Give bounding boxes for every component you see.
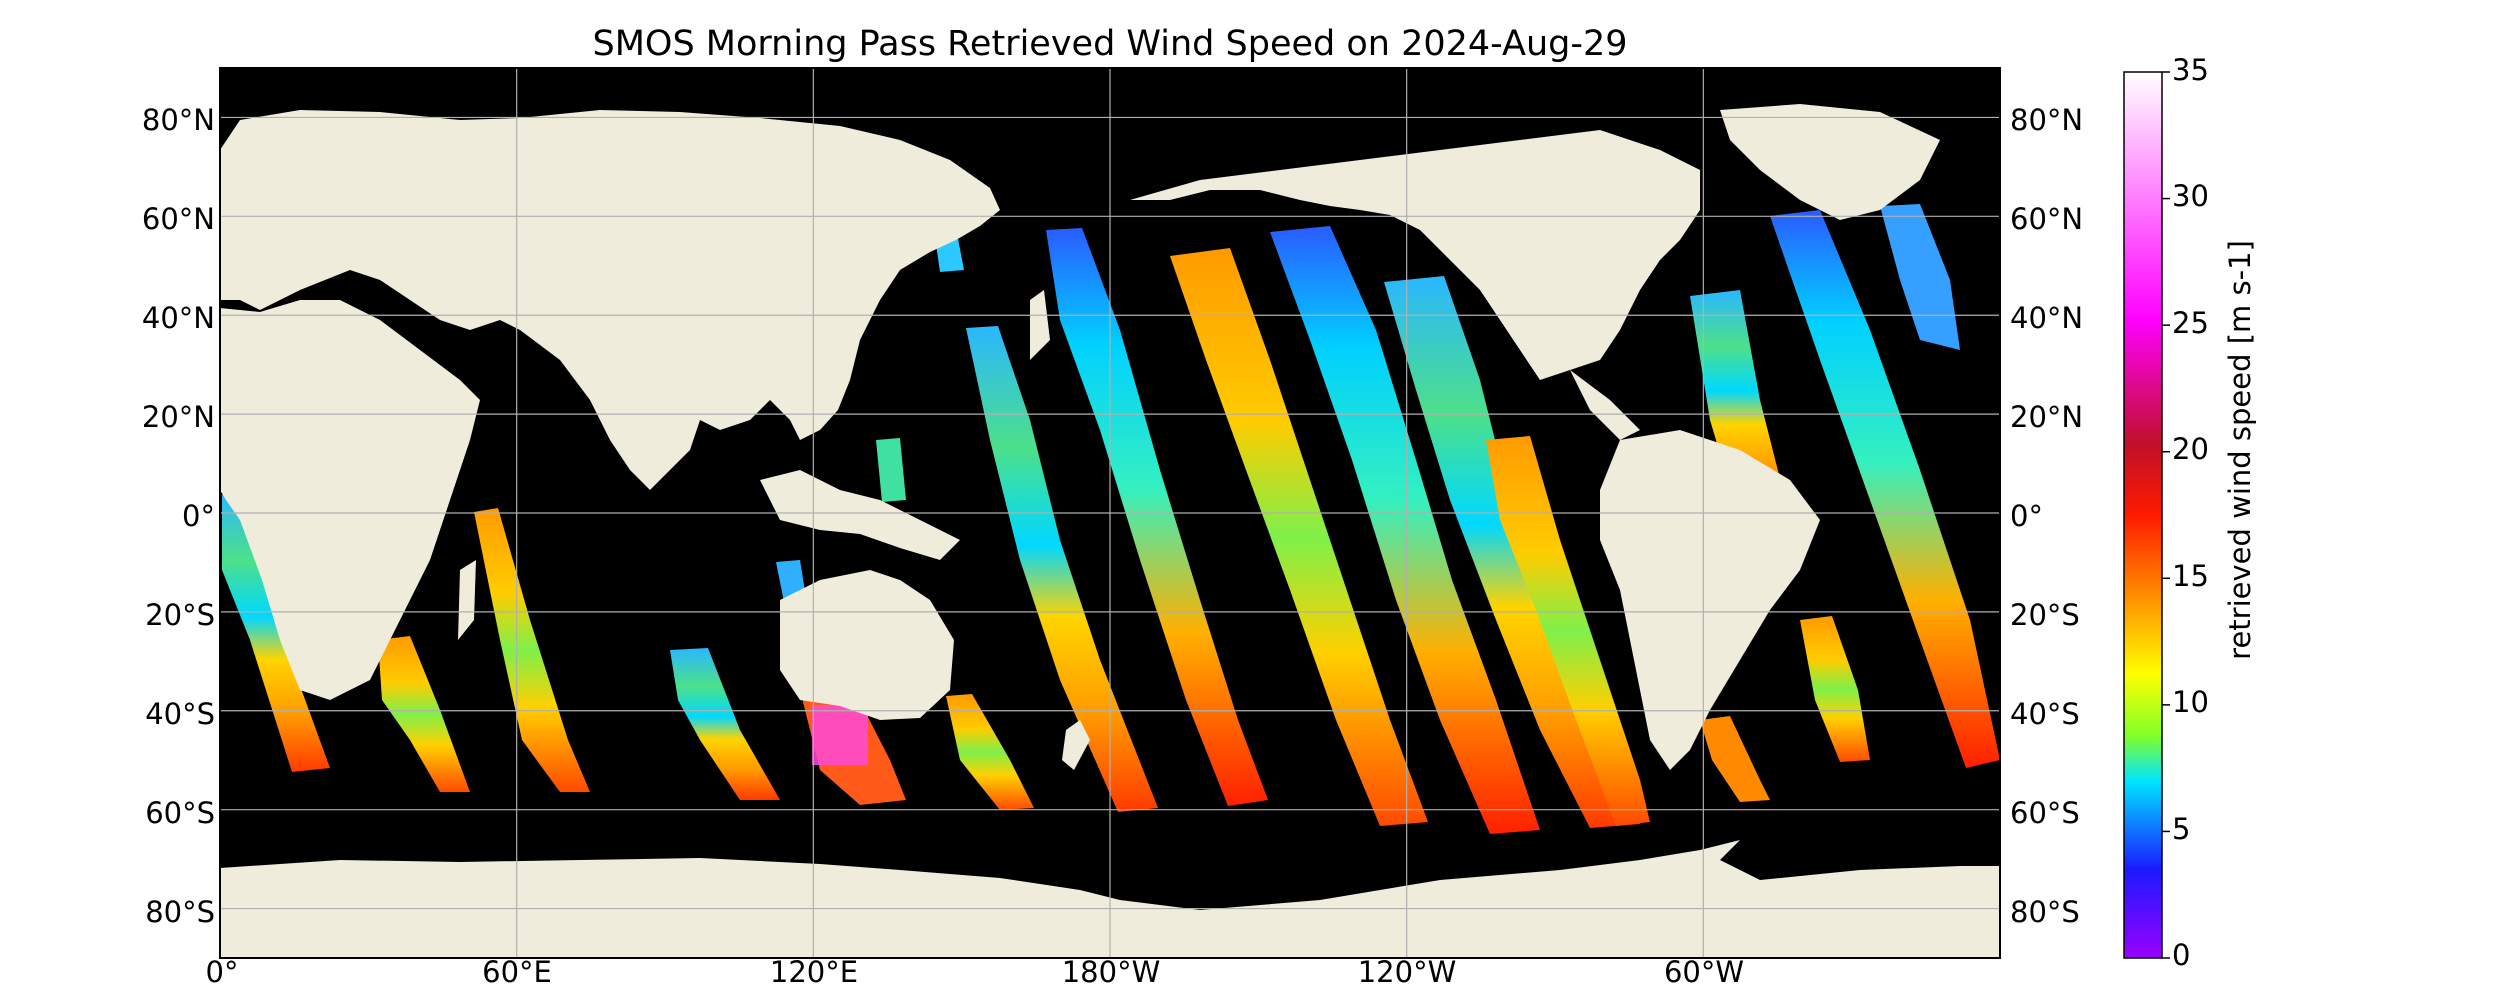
colorbar-tick-label: 30 bbox=[2172, 179, 2209, 213]
lat-tick-left: 40°N bbox=[141, 301, 215, 335]
lat-tick-right: 80°S bbox=[2010, 895, 2080, 929]
swath bbox=[1486, 436, 1650, 826]
lat-tick-right: 60°N bbox=[2010, 202, 2084, 236]
lat-tick-left: 80°N bbox=[141, 103, 215, 137]
lat-tick-left: 20°N bbox=[141, 400, 215, 434]
map-frame bbox=[219, 67, 2001, 959]
colorbar bbox=[2123, 71, 2163, 959]
colorbar-tick-label: 25 bbox=[2172, 306, 2209, 340]
lat-tick-right: 40°N bbox=[2010, 301, 2084, 335]
swath bbox=[474, 508, 590, 792]
swath bbox=[670, 648, 780, 800]
lon-tick: 0° bbox=[205, 955, 239, 989]
lat-tick-left: 80°S bbox=[145, 895, 215, 929]
eurasia bbox=[220, 110, 1000, 490]
colorbar-ticks bbox=[2162, 71, 2170, 959]
colorbar-tick-label: 35 bbox=[2172, 53, 2209, 87]
lon-tick: 60°E bbox=[482, 955, 552, 989]
south-america bbox=[1600, 430, 1820, 770]
swath bbox=[1270, 226, 1540, 834]
map-title: SMOS Morning Pass Retrieved Wind Speed o… bbox=[592, 24, 1628, 64]
swath bbox=[1770, 210, 2000, 768]
colorbar-tick-label: 20 bbox=[2172, 432, 2209, 466]
lon-tick: 60°W bbox=[1663, 955, 1745, 989]
lat-tick-right: 0° bbox=[2010, 499, 2043, 533]
swath bbox=[1170, 248, 1428, 826]
lon-tick: 120°E bbox=[769, 955, 859, 989]
north-america bbox=[1130, 130, 1700, 380]
africa bbox=[220, 300, 480, 700]
swath bbox=[1700, 716, 1770, 802]
swath bbox=[1046, 228, 1268, 806]
land-masses bbox=[220, 104, 2000, 958]
swath bbox=[946, 694, 1034, 810]
colorbar-tick-label: 10 bbox=[2172, 685, 2209, 719]
swath bbox=[1800, 616, 1870, 762]
lat-tick-left: 60°S bbox=[145, 796, 215, 830]
wind-swaths bbox=[220, 104, 2000, 958]
new-zealand bbox=[1062, 720, 1090, 770]
indonesia bbox=[760, 470, 960, 560]
colorbar-tick-label: 0 bbox=[2172, 938, 2191, 972]
swath bbox=[1690, 290, 1788, 514]
lat-tick-right: 20°N bbox=[2010, 400, 2084, 434]
lat-tick-right: 20°S bbox=[2010, 598, 2080, 632]
lat-tick-left: 60°N bbox=[141, 202, 215, 236]
lat-tick-left: 0° bbox=[182, 499, 215, 533]
swath bbox=[876, 438, 906, 502]
madagascar bbox=[458, 560, 476, 640]
colorbar-tick-label: 15 bbox=[2172, 559, 2209, 593]
swath bbox=[378, 636, 470, 792]
greenland bbox=[1720, 104, 1940, 220]
lat-tick-left: 20°S bbox=[145, 598, 215, 632]
swath bbox=[1880, 204, 1960, 350]
colorbar-label: retrieved wind speed [m s-1] bbox=[2223, 240, 2257, 660]
lat-tick-right: 40°S bbox=[2010, 697, 2080, 731]
lon-tick: 120°W bbox=[1357, 955, 1457, 989]
colorbar-tick-label: 5 bbox=[2172, 812, 2191, 846]
lat-tick-right: 60°S bbox=[2010, 796, 2080, 830]
swath bbox=[222, 490, 330, 772]
lat-tick-left: 40°S bbox=[145, 697, 215, 731]
gridlines bbox=[220, 68, 2000, 958]
lat-tick-right: 80°N bbox=[2010, 103, 2084, 137]
australia bbox=[780, 570, 954, 720]
japan bbox=[1030, 290, 1050, 360]
central-america bbox=[1570, 370, 1640, 440]
lon-tick: 180°W bbox=[1061, 955, 1161, 989]
